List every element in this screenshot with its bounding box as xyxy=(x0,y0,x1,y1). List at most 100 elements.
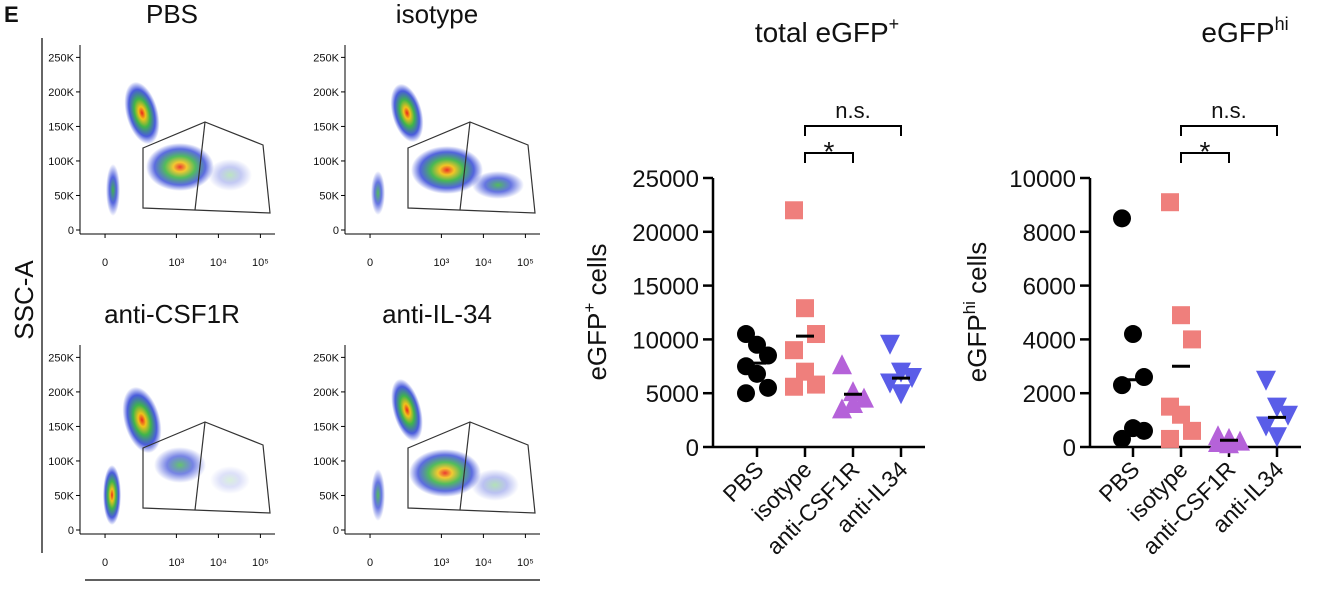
density-blob xyxy=(146,143,214,191)
data-point xyxy=(880,334,900,355)
x-tick-label: 10⁵ xyxy=(517,257,534,269)
x-tick-label: 10³ xyxy=(433,257,449,269)
data-point xyxy=(1183,421,1201,440)
data-point xyxy=(832,398,852,419)
x-tick-label: 10⁵ xyxy=(517,557,534,569)
significance-bracket xyxy=(1180,152,1230,163)
flow-panel: isotype 0 50K 100K 150K 200K 250K 0 10³ 10⁴ 10⁵ xyxy=(313,0,540,269)
y-tick-label: 8000 xyxy=(1023,220,1076,247)
y-tick-label: 250K xyxy=(48,352,74,364)
data-point xyxy=(1113,429,1131,448)
y-tick-label: 0 xyxy=(68,525,74,537)
data-point xyxy=(1172,405,1190,424)
y-tick-label: 150K xyxy=(313,121,339,133)
gate-divider xyxy=(459,421,471,511)
y-tick-label: 200K xyxy=(48,87,74,99)
data-point xyxy=(1256,370,1276,391)
y-axis-label: SSC-A xyxy=(9,260,39,340)
density-blob xyxy=(391,378,423,442)
x-tick-label: 0 xyxy=(367,257,373,269)
chart-title: total eGFP+ xyxy=(755,14,899,48)
data-point xyxy=(748,364,766,383)
x-tick-label: 10³ xyxy=(168,557,184,569)
y-tick-label: 25000 xyxy=(632,166,699,193)
ylabel-sup: hi xyxy=(960,301,979,314)
y-tick-label: 150K xyxy=(48,421,74,433)
data-point xyxy=(843,381,863,402)
title-text: eGFP xyxy=(1201,17,1274,48)
y-tick-label: 0 xyxy=(333,525,339,537)
gate-divider xyxy=(194,421,206,511)
density-blob xyxy=(208,159,252,191)
data-point xyxy=(759,378,777,397)
chart-title: eGFPhi xyxy=(1201,14,1288,48)
y-tick-label: 6000 xyxy=(1023,274,1076,301)
data-point xyxy=(1135,421,1153,440)
y-tick-label: 0 xyxy=(68,225,74,237)
data-point xyxy=(1219,433,1239,454)
data-point xyxy=(748,335,766,354)
y-tick-label: 200K xyxy=(48,387,74,399)
panel-title: anti-IL-34 xyxy=(382,299,492,329)
density-blob xyxy=(124,81,160,145)
y-tick-label: 200K xyxy=(313,387,339,399)
ylabel-sup: + xyxy=(580,303,599,313)
panel-label: E xyxy=(4,2,19,27)
y-tick-label: 10000 xyxy=(632,327,699,354)
density-blob xyxy=(472,171,524,199)
data-point xyxy=(1256,416,1276,437)
data-point xyxy=(807,375,825,394)
ylabel-suffix: cells xyxy=(962,242,992,301)
y-tick-label: 100K xyxy=(313,156,339,168)
y-tick-label: 0 xyxy=(333,225,339,237)
data-point xyxy=(1278,405,1298,426)
data-point xyxy=(1161,193,1179,212)
data-point xyxy=(737,325,755,344)
significance-bracket xyxy=(1180,125,1278,136)
y-tick-label: 0 xyxy=(1063,435,1076,462)
title-sup: hi xyxy=(1275,14,1289,34)
title-sup: + xyxy=(889,14,900,34)
gate xyxy=(142,121,271,214)
density-blob xyxy=(122,386,162,454)
y-tick-label: 150K xyxy=(48,121,74,133)
y-tick-label: 0 xyxy=(686,435,699,462)
y-tick-label: 50K xyxy=(54,490,74,502)
density-blob xyxy=(103,465,121,525)
data-point xyxy=(1161,429,1179,448)
gate xyxy=(142,421,271,514)
y-tick-label: 250K xyxy=(313,352,339,364)
data-point xyxy=(737,384,755,403)
data-point xyxy=(1267,427,1287,448)
significance-label: * xyxy=(824,136,835,167)
panel-title: anti-CSF1R xyxy=(104,299,240,329)
x-tick-label: 10⁵ xyxy=(252,557,269,569)
x-tick-label: 0 xyxy=(102,557,108,569)
x-tick-label: 10⁴ xyxy=(475,557,492,569)
density-blob xyxy=(106,164,120,216)
ylabel-text: eGFP xyxy=(962,314,992,382)
significance-label: * xyxy=(1200,136,1211,167)
y-tick-label: 100K xyxy=(48,156,74,168)
y-tick-label: 5000 xyxy=(646,381,699,408)
density-blob xyxy=(371,171,385,215)
x-tick-label: 10⁵ xyxy=(252,257,269,269)
y-axis-label: eGFPhi cells xyxy=(960,242,992,382)
flow-panel: PBS 0 50K 100K 150K 200K 250K 0 10³ 10⁴ 10⁵ xyxy=(48,0,275,269)
title-text: total eGFP xyxy=(755,17,889,48)
x-tick-label: 0 xyxy=(367,557,373,569)
gate-divider xyxy=(459,121,471,211)
y-tick-label: 20000 xyxy=(632,220,699,247)
density-blob xyxy=(390,83,424,143)
density-blob xyxy=(471,469,519,501)
y-tick-label: 50K xyxy=(54,190,74,202)
panel-title: PBS xyxy=(146,0,198,29)
significance-bracket xyxy=(804,152,854,163)
ylabel-text: eGFP xyxy=(582,313,612,381)
y-tick-label: 15000 xyxy=(632,274,699,301)
data-point xyxy=(902,368,922,389)
data-point xyxy=(759,346,777,365)
data-point xyxy=(1135,368,1153,387)
y-tick-label: 50K xyxy=(319,190,339,202)
